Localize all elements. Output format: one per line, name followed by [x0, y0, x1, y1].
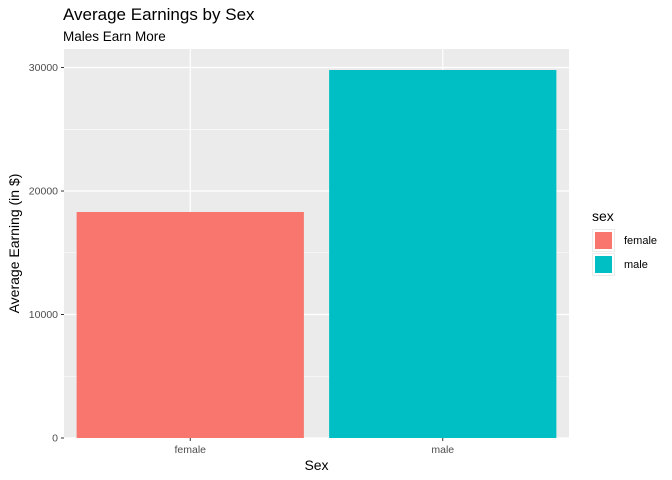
legend-key-female — [592, 229, 615, 252]
legend-label-male: male — [624, 258, 648, 271]
x-tick-label: female — [174, 444, 206, 456]
y-axis-title: Average Earning (in $) — [6, 174, 22, 314]
bar-female — [76, 212, 304, 438]
y-tick-label: 20000 — [29, 186, 58, 198]
bar-male — [329, 69, 557, 438]
y-tick-label: 0 — [52, 433, 58, 445]
legend-title: sex — [592, 208, 614, 224]
legend-label-female: female — [624, 234, 658, 247]
x-axis-title: Sex — [304, 457, 328, 473]
legend: sex female male — [592, 208, 657, 277]
legend-key-male — [592, 253, 615, 276]
legend-item-female: female — [592, 229, 657, 252]
x-tick-label: male — [431, 444, 454, 456]
legend-item-male: male — [592, 253, 657, 276]
y-tick-label: 30000 — [29, 62, 58, 74]
chart-title: Average Earnings by Sex — [63, 5, 255, 24]
chart-subtitle: Males Earn More — [63, 29, 166, 44]
y-tick-label: 10000 — [29, 309, 58, 321]
